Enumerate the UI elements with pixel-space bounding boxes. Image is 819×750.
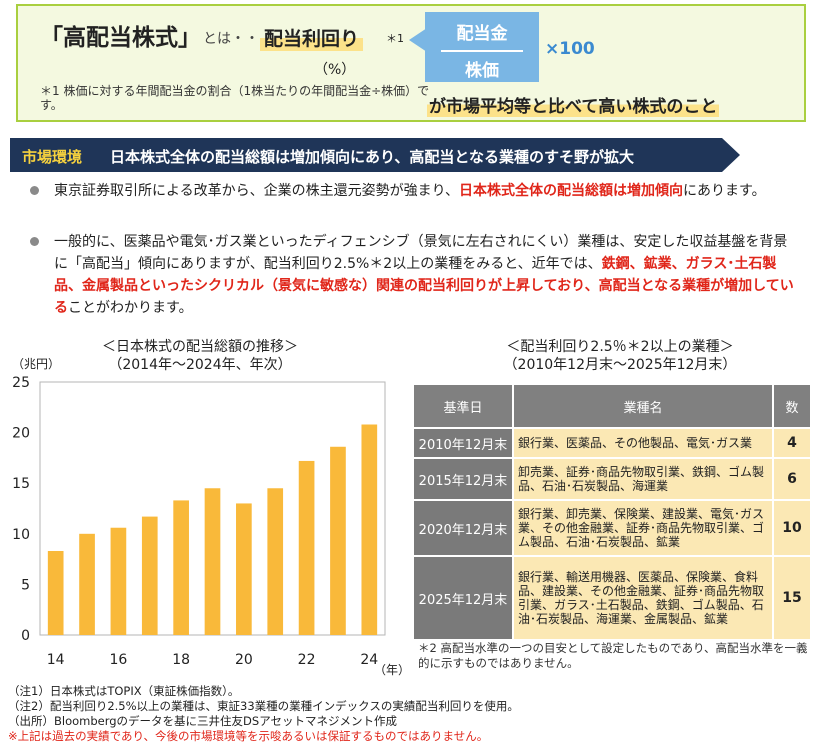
table-title: ＜配当利回り2.5％＊2以上の業種＞	[506, 339, 734, 355]
bar-2021	[267, 488, 284, 635]
footnote-source: （出所）Bloombergのデータを基に三井住友DSアセットマネジメント作成	[8, 714, 397, 728]
row-industries: 銀行業、輸送用機器、医薬品、保険業、食料品、建設業、その他金融業、証券･商品先物…	[512, 555, 774, 641]
formula-numerator: 配当金	[456, 24, 508, 44]
bar-2017	[141, 516, 158, 635]
bullet-item-2: 一般的に、医薬品や電気･ガス業といったディフェンシブ（景気に左右されにくい）業種…	[30, 231, 800, 319]
bar-2015	[79, 533, 95, 635]
bar-2014	[47, 551, 64, 635]
row-date: 2025年12月末	[412, 555, 514, 641]
definition-toha: とは・・	[203, 31, 259, 47]
chart-subtitle: （2014年～2024年、年次）	[108, 357, 292, 373]
table-note: ＊2 高配当水準の一つの目安として設定したものであり、高配当水準を一義的に示すも…	[418, 641, 808, 670]
x-tick-label: 24	[360, 652, 378, 668]
table-subtitle: （2010年12月末～2025年12月末）	[503, 357, 737, 373]
table-title-block: ＜配当利回り2.5％＊2以上の業種＞ （2010年12月末～2025年12月末）	[440, 338, 800, 374]
x-tick-label: 16	[109, 652, 127, 668]
bullet-highlight: 日本株式全体の配当総額は増加傾向	[459, 183, 684, 199]
row-date: 2020年12月末	[412, 499, 514, 557]
fraction-line	[441, 50, 523, 52]
row-date: 2010年12月末	[412, 427, 514, 459]
header-industries: 業種名	[512, 383, 774, 429]
row-date: 2015年12月末	[412, 457, 514, 501]
definition-conclusion: が市場平均等と比べて高い株式のこと	[427, 92, 720, 117]
definition-title: 「高配当株式」	[40, 25, 201, 51]
row-industries: 卸売業、証券･商品先物取引業、鉄鋼、ゴム製品、石油･石炭製品、海運業	[512, 457, 774, 501]
y-tick-label: 15	[12, 476, 30, 492]
industry-table: 基準日 業種名 数 2010年12月末 銀行業、医薬品、その他製品、電気･ガス業…	[412, 383, 812, 641]
definition-box	[16, 4, 806, 122]
bullet-dot-icon	[30, 237, 39, 246]
table-row: 2020年12月末 銀行業、卸売業、保険業、建設業、電気･ガス業、その他金融業、…	[412, 499, 812, 557]
x-tick-label: 20	[235, 652, 253, 668]
table-row: 2010年12月末 銀行業、医薬品、その他製品、電気･ガス業 4	[412, 427, 812, 459]
row-industries: 銀行業、卸売業、保険業、建設業、電気･ガス業、その他金融業、証券･商品先物取引業…	[512, 499, 774, 557]
formula-multiplier: ×100	[545, 39, 595, 59]
banner-arrow	[722, 138, 740, 172]
footnote-1: （注1）日本株式はTOPIX（東証株価指数）。	[8, 684, 240, 698]
x-tick-label: 22	[298, 652, 316, 668]
footnote-2: （注2）配当利回り2.5%以上の業種は、東証33業種の業種インデックスの実績配当…	[8, 699, 519, 713]
banner-text: 日本株式全体の配当総額は増加傾向にあり、高配当となる業種のすそ野が拡大	[110, 148, 634, 166]
footnote-mark-1: ＊1	[386, 32, 404, 45]
bar-2018	[173, 500, 189, 635]
chart-title: ＜日本株式の配当総額の推移＞	[102, 339, 298, 355]
definition-note: ＊1 株価に対する年間配当金の割合（1株当たりの年間配当金÷株価）です。	[40, 84, 430, 112]
bullet-item-1: 東京証券取引所による改革から、企業の株主還元姿勢が強まり、日本株式全体の配当総額…	[30, 180, 790, 202]
bullet-text: ことがわかります。	[68, 300, 193, 316]
formula-bubble-tail	[409, 28, 427, 52]
y-tick-label: 0	[21, 628, 30, 644]
row-count: 4	[772, 427, 812, 459]
bullet-text: 東京証券取引所による改革から、企業の株主還元姿勢が強まり、	[54, 183, 460, 199]
header-date: 基準日	[412, 383, 514, 429]
y-axis-label: （兆円）	[12, 357, 60, 371]
y-tick-label: 25	[12, 375, 30, 391]
row-count: 6	[772, 457, 812, 501]
table-row: 2015年12月末 卸売業、証券･商品先物取引業、鉄鋼、ゴム製品、石油･石炭製品…	[412, 457, 812, 501]
bar-2024	[361, 424, 378, 635]
chart-title-block: ＜日本株式の配当総額の推移＞ （2014年～2024年、年次）	[80, 338, 320, 374]
bar-2020	[236, 503, 252, 635]
dividend-yield-label: 配当利回り	[260, 24, 364, 51]
y-tick-label: 5	[21, 577, 30, 593]
x-tick-label: 14	[47, 652, 65, 668]
table-row: 2025年12月末 銀行業、輸送用機器、医薬品、保険業、食料品、建設業、その他金…	[412, 555, 812, 641]
bullet-text: にあります。	[683, 183, 766, 199]
row-industries: 銀行業、医薬品、その他製品、電気･ガス業	[512, 427, 774, 459]
bar-2022	[298, 460, 315, 635]
percent-unit: （%）	[314, 62, 356, 78]
formula-denominator: 株価	[465, 61, 499, 81]
row-count: 10	[772, 499, 812, 557]
formula-bubble: 配当金 株価	[425, 12, 539, 82]
header-count: 数	[772, 383, 812, 429]
bar-2016	[110, 527, 127, 635]
bar-2023	[330, 446, 346, 635]
market-banner: 市場環境 日本株式全体の配当総額は増加傾向にあり、高配当となる業種のすそ野が拡大	[10, 138, 722, 172]
y-tick-label: 10	[12, 527, 30, 543]
footnote-disclaimer: ※上記は過去の実績であり、今後の市場環境等を示唆あるいは保証するものではありませ…	[8, 729, 489, 743]
banner-tag: 市場環境	[22, 148, 83, 166]
y-tick-label: 20	[12, 426, 30, 442]
bullet-dot-icon	[30, 186, 39, 195]
bullet-text: 一般的に、医薬品や電気･ガス業といったディフェンシブ（景気に左右されにくい）業種…	[54, 234, 788, 272]
dividend-chart: （兆円） （年） 0 5 10 15 20 25 14 16 18 20 22 24	[12, 357, 410, 677]
table-header-row: 基準日 業種名 数	[412, 383, 812, 429]
x-axis-label: （年）	[374, 663, 410, 677]
row-count: 15	[772, 555, 812, 641]
bullet-highlight: 鉄鋼、鉱業、ガラス･土石製品、金属製品といったシクリカル（景気に敏感な）関連の配…	[54, 256, 794, 316]
x-tick-label: 18	[172, 652, 190, 668]
bar-2019	[204, 488, 221, 635]
